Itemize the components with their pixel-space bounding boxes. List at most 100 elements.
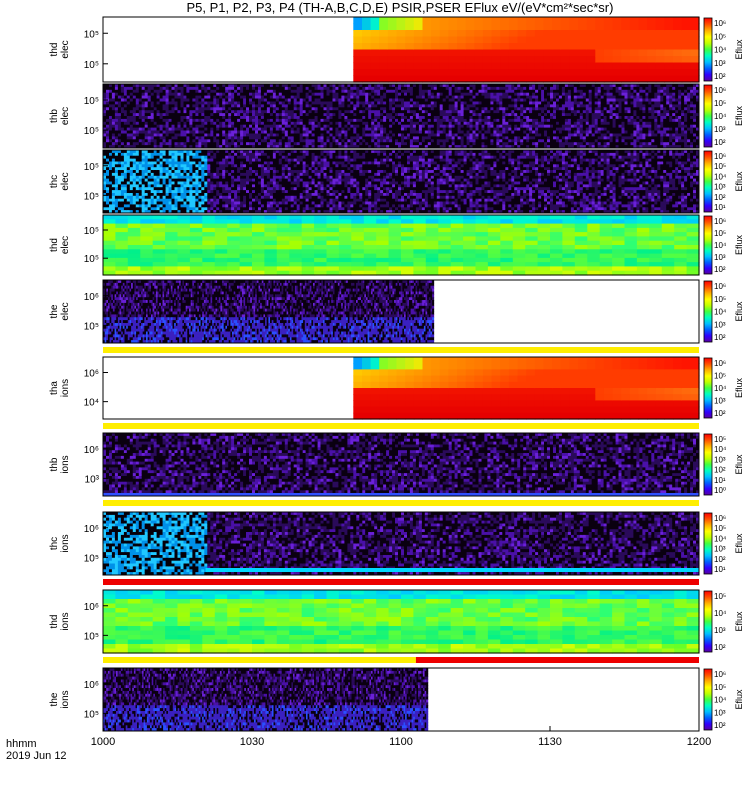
heatmap-cell <box>338 93 341 96</box>
heatmap-cell <box>401 96 404 99</box>
heatmap-cell <box>648 99 651 102</box>
heatmap-cell <box>335 96 338 99</box>
heatmap-cell <box>401 99 404 102</box>
heatmap-cell <box>231 116 234 119</box>
heatmap-cell <box>681 110 684 113</box>
heatmap-cell <box>556 99 559 102</box>
heatmap-cell <box>487 107 490 110</box>
heatmap-cell <box>225 142 228 145</box>
heatmap-cell <box>300 102 303 105</box>
heatmap-cell <box>687 99 690 102</box>
heatmap-cell <box>681 102 684 105</box>
heatmap-cell <box>118 136 121 139</box>
heatmap-cell <box>392 134 395 137</box>
heatmap-cell <box>380 104 383 107</box>
heatmap-cell <box>333 93 336 96</box>
heatmap-cell <box>237 142 240 145</box>
heatmap-cell <box>502 119 505 122</box>
heatmap-cell <box>192 99 195 102</box>
heatmap-cell <box>586 96 589 99</box>
heatmap-cell <box>523 125 526 128</box>
heatmap-cell <box>443 136 446 139</box>
heatmap-cell <box>148 107 151 110</box>
heatmap-cell <box>538 116 541 119</box>
heatmap-cell <box>550 93 553 96</box>
heatmap-cell <box>118 139 121 142</box>
heatmap-cell <box>587 50 596 57</box>
heatmap-cell <box>109 93 112 96</box>
heatmap-cell <box>601 116 604 119</box>
heatmap-cell <box>607 134 610 137</box>
heatmap-cell <box>458 107 461 110</box>
heatmap-cell <box>228 136 231 139</box>
heatmap-cell <box>428 102 431 105</box>
heatmap-cell <box>410 90 413 93</box>
heatmap-cell <box>664 63 673 70</box>
heatmap-cell <box>163 110 166 113</box>
heatmap-cell <box>474 17 483 24</box>
heatmap-cell <box>492 24 501 31</box>
heatmap-cell <box>434 102 437 105</box>
heatmap-cell <box>455 116 458 119</box>
heatmap-cell <box>255 122 258 125</box>
heatmap-cell <box>267 142 270 145</box>
heatmap-cell <box>621 50 630 57</box>
heatmap-cell <box>371 128 374 131</box>
heatmap-cell <box>414 56 423 63</box>
heatmap-cell <box>499 113 502 116</box>
heatmap-cell <box>544 116 547 119</box>
heatmap-cell <box>651 93 654 96</box>
heatmap-cell <box>377 116 380 119</box>
heatmap-cell <box>535 63 544 70</box>
heatmap-cell <box>261 125 264 128</box>
heatmap-cell <box>344 116 347 119</box>
heatmap-cell <box>455 110 458 113</box>
heatmap-cell <box>389 99 392 102</box>
heatmap-cell <box>544 93 547 96</box>
heatmap-cell <box>690 131 693 134</box>
heatmap-cell <box>371 69 380 76</box>
heatmap-cell <box>377 93 380 96</box>
heatmap-cell <box>118 96 121 99</box>
heatmap-cell <box>371 17 380 24</box>
heatmap-cell <box>386 131 389 134</box>
heatmap-cell <box>544 102 547 105</box>
heatmap-cell <box>398 102 401 105</box>
heatmap-cell <box>350 107 353 110</box>
heatmap-cell <box>395 136 398 139</box>
heatmap-cell <box>577 104 580 107</box>
heatmap-cell <box>492 17 501 24</box>
heatmap-cell <box>338 139 341 142</box>
heatmap-cell <box>330 90 333 93</box>
heatmap-cell <box>431 139 434 142</box>
heatmap-cell <box>639 87 642 90</box>
heatmap-cell <box>207 87 210 90</box>
heatmap-cell <box>578 50 587 57</box>
heatmap-cell <box>413 87 416 90</box>
heatmap-cell <box>186 96 189 99</box>
heatmap-cell <box>598 128 601 131</box>
heatmap-cell <box>309 110 312 113</box>
heatmap-cell <box>479 107 482 110</box>
heatmap-cell <box>607 90 610 93</box>
heatmap-cell <box>383 116 386 119</box>
heatmap-cell <box>675 102 678 105</box>
heatmap-cell <box>562 125 565 128</box>
heatmap-cell <box>270 139 273 142</box>
heatmap-cell <box>333 116 336 119</box>
heatmap-cell <box>578 56 587 63</box>
heatmap-cell <box>437 87 440 90</box>
heatmap-cell <box>353 63 362 70</box>
heatmap-cell <box>335 128 338 131</box>
heatmap-cell <box>389 104 392 107</box>
heatmap-cell <box>127 96 130 99</box>
heatmap-cell <box>362 96 365 99</box>
heatmap-cell <box>338 96 341 99</box>
heatmap-cell <box>148 87 151 90</box>
heatmap-cell <box>568 136 571 139</box>
heatmap-cell <box>419 142 422 145</box>
heatmap-cell <box>341 125 344 128</box>
heatmap-cell <box>586 90 589 93</box>
heatmap-cell <box>258 134 261 137</box>
heatmap-cell <box>484 122 487 125</box>
